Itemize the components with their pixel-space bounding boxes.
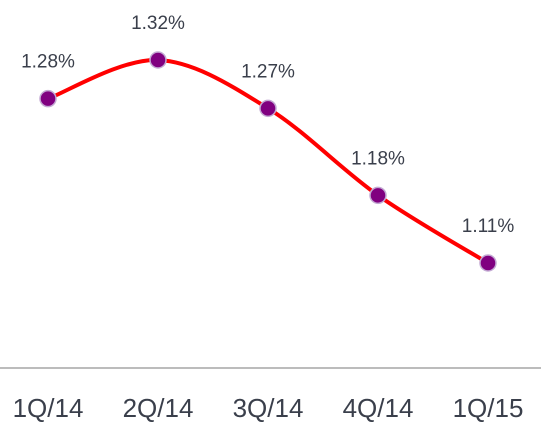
line: [47, 57, 490, 265]
data-label: 1.27%: [241, 61, 295, 82]
data-label: 1.32%: [131, 13, 185, 34]
x-tick-label: 1Q/15: [453, 393, 524, 423]
marker: [479, 254, 497, 272]
marker: [39, 89, 57, 108]
data-label: 1.18%: [351, 148, 405, 169]
marker: [259, 99, 277, 118]
marker: [369, 186, 387, 205]
data-label: 1.11%: [462, 216, 515, 237]
x-tick-label: 2Q/14: [123, 393, 194, 423]
marker: [149, 51, 167, 69]
x-tick-label: 1Q/14: [13, 393, 84, 423]
x-tick-label: 3Q/14: [233, 393, 304, 423]
x-tick-label: 4Q/14: [343, 393, 414, 423]
data-label: 1.28%: [21, 52, 75, 73]
